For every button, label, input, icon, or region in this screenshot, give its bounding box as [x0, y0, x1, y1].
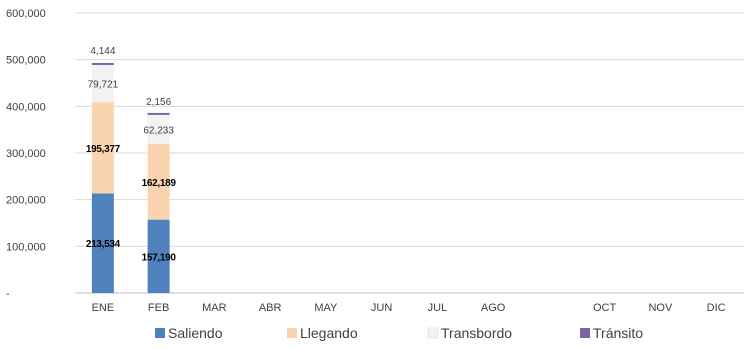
y-tick-label: 400,000 — [6, 101, 46, 113]
x-tick-label: MAY — [314, 302, 338, 314]
data-label: 62,233 — [143, 125, 174, 136]
bar-segment-transbordo — [147, 114, 170, 144]
x-tick-label: ENE — [92, 302, 115, 314]
x-tick-label: JUL — [428, 302, 448, 314]
data-labels: 213,534 195,377 79,721 4,144 157,190 162,189 6… — [86, 46, 177, 263]
data-label: 2,156 — [146, 97, 171, 108]
y-axis-ticks: - 100,000 200,000 300,000 400,000 500,000 600,… — [6, 8, 46, 300]
bar-segment-transbordo — [91, 64, 114, 103]
x-tick-label: NOV — [648, 302, 673, 314]
legend-swatch — [580, 328, 590, 338]
y-tick-label: 200,000 — [6, 195, 46, 207]
gridlines — [75, 12, 744, 294]
data-label: 213,534 — [86, 239, 121, 250]
y-tick-label: 500,000 — [6, 55, 46, 67]
bar-segment-llegando — [147, 143, 170, 220]
x-axis-ticks: ENE FEB MAR ABR MAY JUN JUL AGO OCT NOV DIC — [92, 302, 726, 314]
legend-label: Tránsito — [593, 325, 643, 341]
legend: Saliendo Llegando Transbordo Tránsito — [155, 325, 643, 341]
x-tick-label: AGO — [481, 302, 506, 314]
legend-label: Transbordo — [441, 325, 512, 341]
bar-segment-saliendo — [147, 219, 170, 293]
bar-segment-trnsito — [91, 62, 114, 65]
legend-swatch — [287, 328, 297, 338]
bar-segment-trnsito — [147, 112, 170, 115]
data-label: 79,721 — [88, 80, 119, 91]
y-tick-label: 300,000 — [6, 148, 46, 160]
x-tick-label: OCT — [593, 302, 617, 314]
x-tick-label: ABR — [259, 302, 282, 314]
x-tick-label: JUN — [371, 302, 392, 314]
bars — [91, 62, 170, 293]
x-tick-label: FEB — [148, 302, 169, 314]
x-tick-label: MAR — [202, 302, 227, 314]
data-label: 162,189 — [142, 178, 177, 189]
x-tick-label: DIC — [707, 302, 726, 314]
bar-segment-llegando — [91, 102, 114, 194]
legend-swatch — [155, 328, 165, 338]
data-label: 195,377 — [86, 144, 121, 155]
y-tick-label: 600,000 — [6, 8, 46, 20]
data-label: 4,144 — [90, 46, 115, 57]
y-tick-label: 100,000 — [6, 241, 46, 253]
bar-segment-saliendo — [91, 193, 114, 293]
legend-label: Saliendo — [168, 325, 223, 341]
y-tick-label: - — [6, 288, 10, 300]
legend-label: Llegando — [300, 325, 358, 341]
legend-swatch — [427, 327, 439, 339]
data-label: 157,190 — [142, 252, 177, 263]
